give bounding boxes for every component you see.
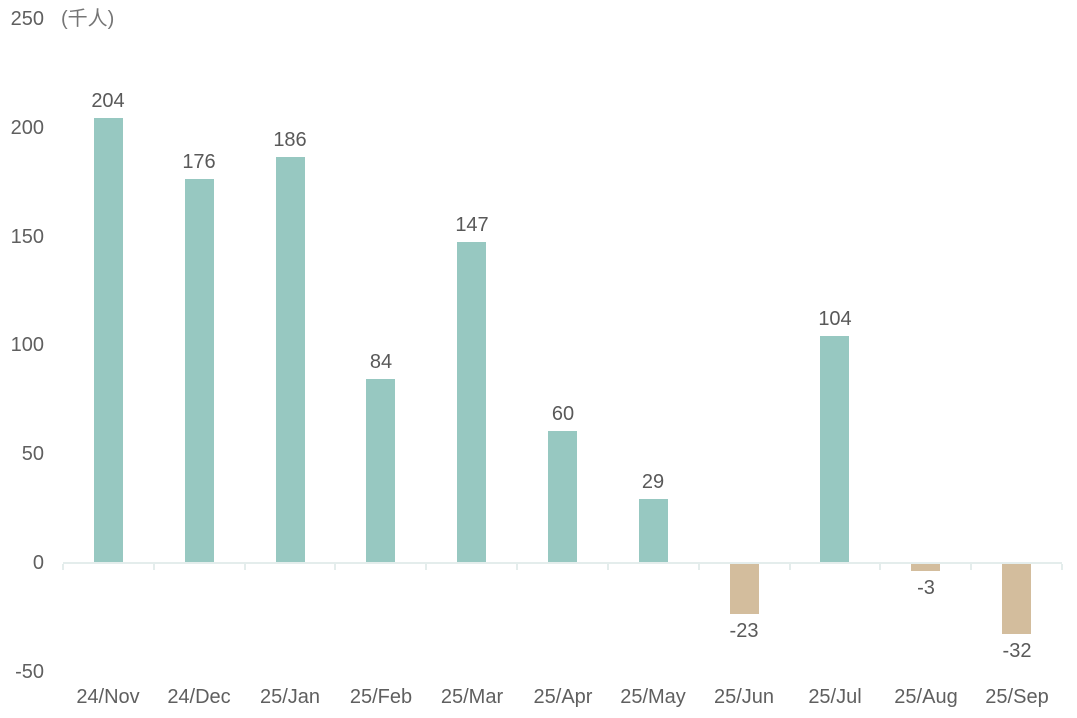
bar-value-label: -3 — [917, 577, 935, 599]
bar-positive — [276, 157, 305, 562]
y-axis-tick-label: 200 — [10, 116, 44, 139]
y-axis-unit-label: (千人) — [61, 8, 115, 30]
x-axis-tick-mark — [153, 564, 155, 570]
bar-value-label: 84 — [369, 351, 393, 373]
bar-positive — [185, 179, 214, 562]
bar-positive — [457, 242, 486, 562]
x-axis-tick-mark — [607, 564, 609, 570]
x-axis-tick-mark — [244, 564, 246, 570]
bar-value-label: 176 — [182, 151, 216, 173]
x-axis-category-label: 25/Feb — [349, 686, 413, 708]
x-axis-tick-mark — [1061, 564, 1063, 570]
bar-value-label: -23 — [729, 620, 759, 642]
bar-positive — [639, 499, 668, 562]
bar-value-label: 104 — [818, 308, 852, 330]
x-axis-category-label: 24/Dec — [167, 686, 231, 708]
x-axis-category-label: 25/Sep — [985, 686, 1049, 708]
x-axis-category-label: 24/Nov — [76, 686, 140, 708]
x-axis-category-label: 25/Apr — [533, 686, 593, 708]
y-axis-tick-label: 50 — [21, 443, 44, 466]
y-axis-tick-label: 100 — [10, 334, 44, 357]
x-axis-category-label: 25/May — [620, 686, 686, 708]
bar-value-label: 204 — [91, 90, 125, 112]
bar-positive — [548, 431, 577, 562]
x-axis-tick-mark — [516, 564, 518, 570]
y-axis-tick-label: 250 — [10, 8, 44, 30]
x-axis-tick-mark — [879, 564, 881, 570]
bar-value-label: 147 — [455, 214, 489, 236]
bar-negative — [1002, 564, 1031, 634]
y-axis-tick-label: 0 — [32, 552, 44, 574]
x-axis-tick-mark — [698, 564, 700, 570]
x-axis-tick-mark — [62, 564, 64, 570]
bar-positive — [820, 336, 849, 562]
x-axis-category-label: 25/Mar — [440, 686, 504, 708]
y-axis-tick-label: 150 — [10, 225, 44, 248]
x-axis-category-label: 25/Jun — [713, 686, 775, 708]
bar-negative — [730, 564, 759, 614]
x-axis-category-label: 25/Aug — [894, 686, 958, 708]
bar-value-label: 60 — [551, 403, 575, 425]
y-axis-tick-label: -50 — [15, 660, 44, 683]
x-axis-tick-mark — [789, 564, 791, 570]
bar-value-label: 186 — [273, 129, 307, 151]
x-axis-tick-mark — [425, 564, 427, 570]
bar-positive — [94, 118, 123, 562]
bar-value-label: -32 — [1002, 640, 1032, 662]
bar-positive — [366, 379, 395, 562]
bar-negative — [911, 564, 940, 571]
x-axis-category-label: 25/Jan — [259, 686, 321, 708]
bar-value-label: 29 — [641, 471, 665, 493]
x-axis-tick-mark — [970, 564, 972, 570]
x-axis-category-label: 25/Jul — [808, 686, 862, 708]
x-axis-tick-mark — [334, 564, 336, 570]
x-axis-line — [63, 562, 1062, 564]
